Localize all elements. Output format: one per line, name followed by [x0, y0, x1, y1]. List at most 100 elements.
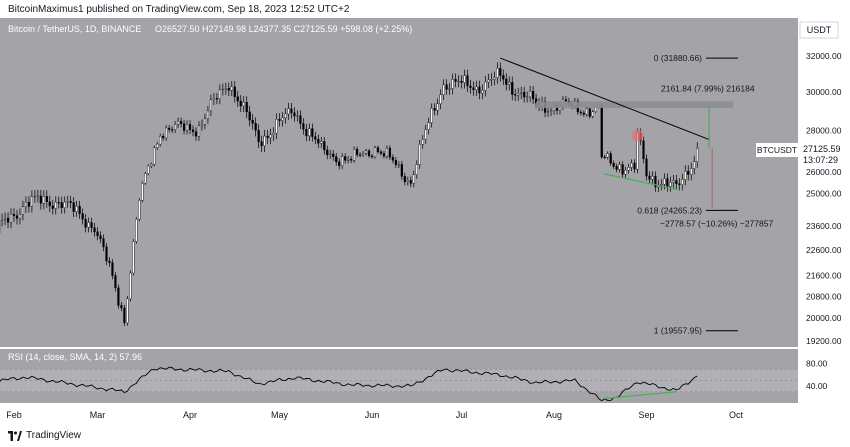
candle-up: [693, 161, 696, 169]
candle-up: [203, 118, 207, 125]
candle-down: [105, 246, 108, 262]
candle-up: [517, 93, 520, 96]
candle-up: [364, 150, 368, 154]
price-chart[interactable]: 2161.84 (7.99%) 216184 −2778.57 (−10.26%)…: [0, 18, 850, 426]
candle-down: [114, 275, 117, 289]
candle-up: [33, 195, 36, 198]
candle-down: [335, 156, 338, 163]
candle-down: [266, 135, 269, 139]
candle-up: [156, 143, 159, 148]
candle-down: [191, 129, 195, 132]
candle-down: [478, 86, 481, 94]
candle-up: [397, 164, 400, 166]
candle-up: [197, 125, 201, 137]
y-tick-label: 20800.00: [806, 291, 842, 301]
candle-down: [182, 123, 186, 131]
candle-down: [338, 161, 341, 166]
countdown-label: 13:07:29: [803, 155, 838, 165]
candle-up: [385, 147, 389, 157]
candle-down: [93, 227, 96, 233]
candle-up: [230, 86, 233, 91]
candle-up: [591, 111, 594, 117]
candle-up: [412, 174, 415, 184]
candle-down: [687, 170, 690, 175]
candle-up: [147, 165, 150, 174]
candle-down: [678, 183, 681, 185]
candle-up: [663, 178, 666, 185]
annotation-layer: 2161.84 (7.99%) 216184 −2778.57 (−10.26%)…: [500, 53, 773, 336]
currency-label[interactable]: USDT: [807, 25, 832, 35]
candle-down: [332, 153, 335, 157]
y-tick-label: 21600.00: [806, 270, 842, 280]
tradingview-footer: TradingView: [8, 430, 81, 441]
y-tick-label: 25000.00: [806, 189, 842, 199]
candle-down: [323, 141, 326, 151]
ohlc-readout: O26527.50 H27149.98 L24377.35 C27125.59 …: [155, 24, 412, 34]
candle-down: [305, 129, 308, 137]
time-axis-panel: [0, 403, 798, 426]
candle-down: [469, 85, 472, 88]
candle-up: [439, 94, 442, 104]
candle-down: [257, 130, 260, 142]
candle-down: [15, 215, 19, 219]
currency-label-box[interactable]: [799, 21, 839, 39]
candle-up: [520, 92, 523, 94]
candle-up: [66, 201, 69, 203]
candle-down: [511, 82, 514, 95]
candle-down: [84, 218, 87, 228]
candle-down: [367, 150, 371, 157]
candle-down: [370, 155, 374, 158]
x-tick-label: Aug: [546, 410, 562, 420]
candle-up: [627, 167, 630, 171]
candle-up: [496, 68, 499, 78]
candle-up: [132, 241, 135, 274]
candle-up: [150, 164, 153, 167]
symbol-price-tag: [756, 143, 798, 157]
candle-up: [284, 113, 287, 119]
rsi-line: [0, 366, 698, 402]
candle-down: [433, 108, 436, 111]
candle-up: [275, 119, 278, 134]
candle-down: [379, 151, 383, 154]
candle-down: [344, 156, 347, 161]
candle-down: [12, 213, 16, 216]
candle-up: [690, 168, 693, 175]
candle-down: [675, 180, 678, 184]
candle-up: [424, 129, 427, 140]
candle-up: [630, 162, 633, 168]
candle-down: [532, 91, 535, 100]
symbol-price-label: BTCUSDT: [757, 145, 797, 155]
candle-up: [176, 120, 180, 125]
candle-up: [660, 184, 663, 186]
candle-down: [102, 238, 105, 248]
candle-down: [78, 205, 81, 214]
chart-container[interactable]: 2161.84 (7.99%) 216184 −2778.57 (−10.26%)…: [0, 18, 850, 426]
candle-up: [200, 124, 204, 127]
x-tick-label: Jul: [456, 410, 468, 420]
candle-up: [347, 158, 350, 161]
candle-up: [308, 128, 311, 137]
candle-down: [454, 79, 457, 82]
candle-up: [3, 217, 7, 220]
candle-up: [129, 272, 132, 300]
candle-up: [165, 127, 168, 139]
y-tick-label: 32000.00: [806, 51, 842, 61]
candle-down: [39, 195, 42, 204]
candle-down: [612, 162, 615, 167]
candle-down: [472, 87, 475, 90]
candle-up: [209, 99, 213, 112]
candle-down: [227, 88, 230, 91]
candle-up: [427, 122, 430, 130]
candle-up: [681, 179, 684, 185]
candle-down: [72, 202, 75, 212]
candle-up: [242, 102, 245, 107]
candle-up: [135, 219, 138, 242]
candle-up: [475, 86, 478, 90]
y-tick-label: 28000.00: [806, 125, 842, 135]
candle-up: [329, 153, 332, 156]
candle-down: [645, 158, 648, 177]
candle-up: [224, 88, 227, 90]
candle-down: [523, 92, 526, 98]
candle-down: [505, 78, 508, 85]
candle-down: [600, 104, 603, 158]
